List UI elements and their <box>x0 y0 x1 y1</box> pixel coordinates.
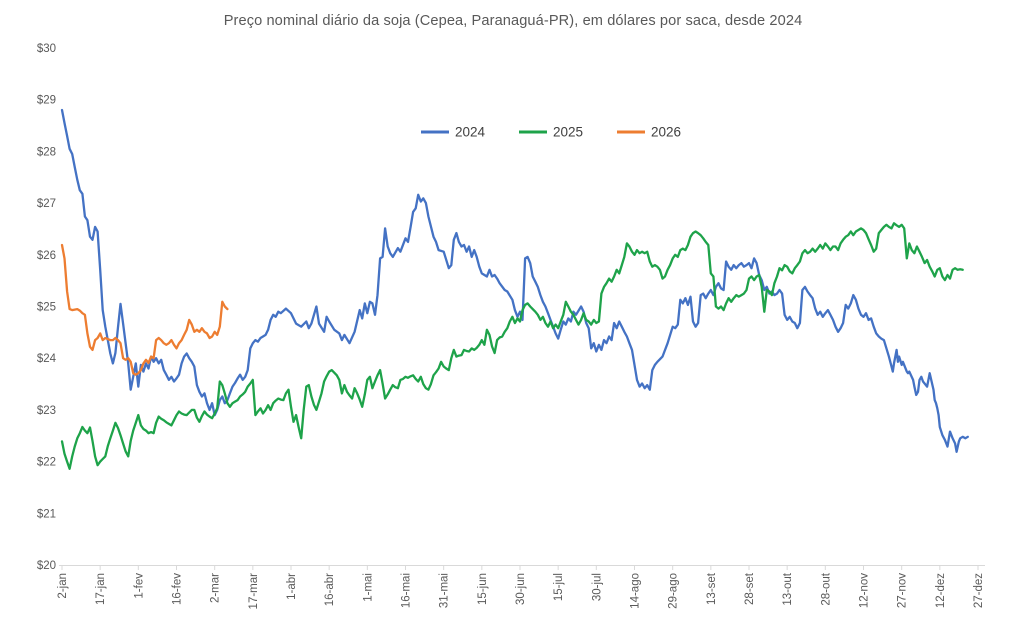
series-line-2025 <box>60 222 964 470</box>
legend-item-2026: 2026 <box>617 125 681 140</box>
x-tick-label: 17-mar <box>248 573 260 610</box>
x-tick-label: 1-fev <box>133 573 145 599</box>
y-tick-label: $25 <box>37 302 56 314</box>
x-tick-label: 30-jun <box>515 573 527 605</box>
x-tick-label: 31-mai <box>439 573 451 608</box>
y-tick-label: $23 <box>37 405 56 417</box>
x-tick-label: 17-jan <box>95 573 107 605</box>
y-tick-label: $26 <box>37 250 56 262</box>
y-axis-labels: $20 $21 $22 $23 $24 $25 $26 $27 $28 $29 $30 <box>37 43 57 572</box>
x-tick-label: 16-fev <box>172 573 184 605</box>
x-tick-label: 13-set <box>706 572 718 605</box>
legend-label-2026: 2026 <box>651 125 681 140</box>
legend-label-2024: 2024 <box>455 125 486 140</box>
x-tick-label: 30-jul <box>591 573 603 601</box>
legend-item-2024: 2024 <box>421 125 486 140</box>
series-line-2024 <box>60 108 969 453</box>
x-tick-label: 16-abr <box>324 573 336 606</box>
y-tick-label: $29 <box>37 95 56 107</box>
legend: 2024 2025 2026 <box>421 125 681 140</box>
x-tick-label: 1-mai <box>362 573 374 602</box>
y-tick-label: $27 <box>37 198 56 210</box>
x-tick-label: 28-set <box>744 572 756 605</box>
x-tick-label: 2-jan <box>57 573 69 599</box>
x-tick-label: 12-nov <box>859 573 871 608</box>
series-line-2026 <box>60 243 229 376</box>
x-tick-label: 28-out <box>820 572 832 605</box>
y-tick-label: $21 <box>37 508 56 520</box>
legend-item-2025: 2025 <box>519 125 583 140</box>
x-tick-label: 2-mar <box>210 573 222 603</box>
x-tick-label: 13-out <box>782 572 794 605</box>
x-tick-label: 16-mai <box>401 573 413 608</box>
x-axis-labels: 2-jan 17-jan 1-fev 16-fev 2-mar 17-mar 1-abr 16… <box>57 565 985 609</box>
legend-label-2025: 2025 <box>553 125 583 140</box>
x-tick-label: 14-ago <box>630 573 642 609</box>
x-tick-label: 27-dez <box>973 573 985 608</box>
y-tick-label: $22 <box>37 457 56 469</box>
y-tick-label: $20 <box>37 560 56 572</box>
y-tick-label: $24 <box>37 353 57 365</box>
x-tick-label: 12-dez <box>935 573 947 608</box>
x-tick-label: 29-ago <box>668 573 680 609</box>
x-tick-label: 1-abr <box>286 573 298 600</box>
y-tick-label: $28 <box>37 146 56 158</box>
y-tick-label: $30 <box>37 43 56 55</box>
x-tick-label: 15-jul <box>553 573 565 601</box>
chart-title: Preço nominal diário da soja (Cepea, Par… <box>223 13 803 29</box>
x-tick-label: 15-jun <box>477 573 489 605</box>
x-tick-label: 27-nov <box>897 573 909 608</box>
